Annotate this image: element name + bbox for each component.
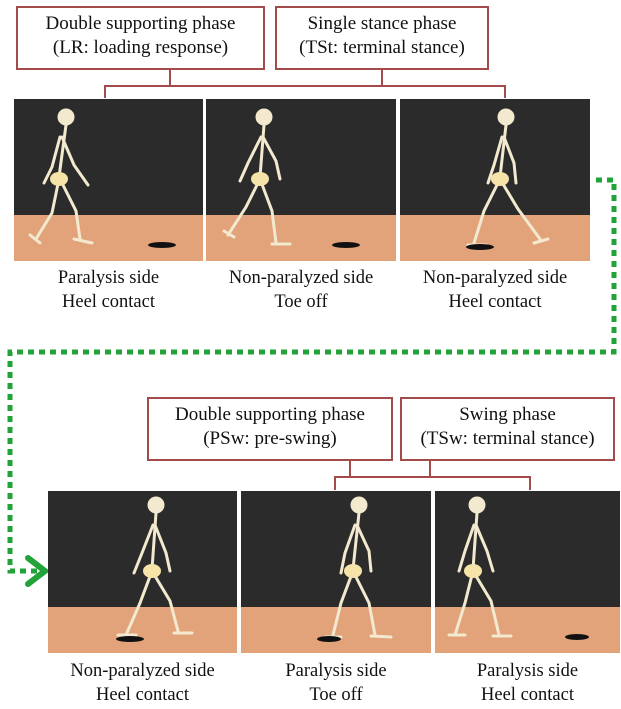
phase-subtitle: (TSw: terminal stance) — [420, 428, 595, 449]
phase-title: Double supporting phase — [175, 404, 365, 425]
caption-side: Paralysis side — [57, 268, 160, 288]
gait-frame-2 — [206, 99, 396, 261]
bottom-bracket — [334, 476, 531, 490]
phase-subtitle: (PSw: pre-swing) — [203, 428, 337, 449]
top-bracket — [104, 85, 506, 98]
phase-title: Double supporting phase — [45, 13, 236, 34]
skeleton-figure — [206, 99, 396, 261]
caption-side: Non-paralyzed side — [228, 268, 374, 288]
flow-arrow-path — [7, 177, 617, 574]
phase-title: Swing phase — [459, 404, 556, 425]
caption-event: Toe off — [309, 685, 363, 705]
gait-frame-1 — [14, 99, 203, 261]
skeleton-figure — [435, 491, 620, 653]
frame-caption-2: Non-paralyzed side Toe off — [206, 266, 396, 314]
caption-side: Non-paralyzed side — [422, 268, 568, 288]
gait-frame-4 — [48, 491, 237, 653]
frame-caption-4: Non-paralyzed side Heel contact — [48, 659, 237, 707]
caption-side: Non-paralyzed side — [70, 661, 215, 681]
caption-side: Paralysis side — [476, 661, 579, 681]
phase-box-tsw: Swing phase (TSw: terminal stance) — [400, 397, 615, 461]
frame-caption-5: Paralysis side Toe off — [241, 659, 431, 707]
caption-event: Heel contact — [62, 292, 155, 312]
gait-frame-3 — [400, 99, 590, 261]
frame-caption-1: Paralysis side Heel contact — [14, 266, 203, 314]
skeleton-figure — [241, 491, 431, 653]
phase-subtitle: (TSt: terminal stance) — [299, 37, 465, 58]
skeleton-figure — [400, 99, 590, 261]
phase-box-psw: Double supporting phase (PSw: pre-swing) — [147, 397, 393, 461]
caption-event: Heel contact — [96, 685, 189, 705]
caption-side: Paralysis side — [285, 661, 387, 681]
phase-box-lr: Double supporting phase (LR: loading res… — [16, 6, 265, 70]
frame-caption-6: Paralysis side Heel contact — [435, 659, 620, 707]
caption-event: Toe off — [274, 292, 328, 312]
caption-event: Heel contact — [481, 685, 574, 705]
caption-event: Heel contact — [448, 292, 542, 312]
skeleton-figure — [14, 99, 203, 261]
gait-frame-5 — [241, 491, 431, 653]
phase-subtitle: (LR: loading response) — [52, 37, 229, 58]
gait-frame-6 — [435, 491, 620, 653]
frame-caption-3: Non-paralyzed side Heel contact — [400, 266, 590, 314]
skeleton-figure — [48, 491, 237, 653]
phase-box-tst: Single stance phase (TSt: terminal stanc… — [275, 6, 489, 70]
flow-arrow-head — [25, 555, 50, 587]
phase-title: Single stance phase — [307, 13, 457, 34]
